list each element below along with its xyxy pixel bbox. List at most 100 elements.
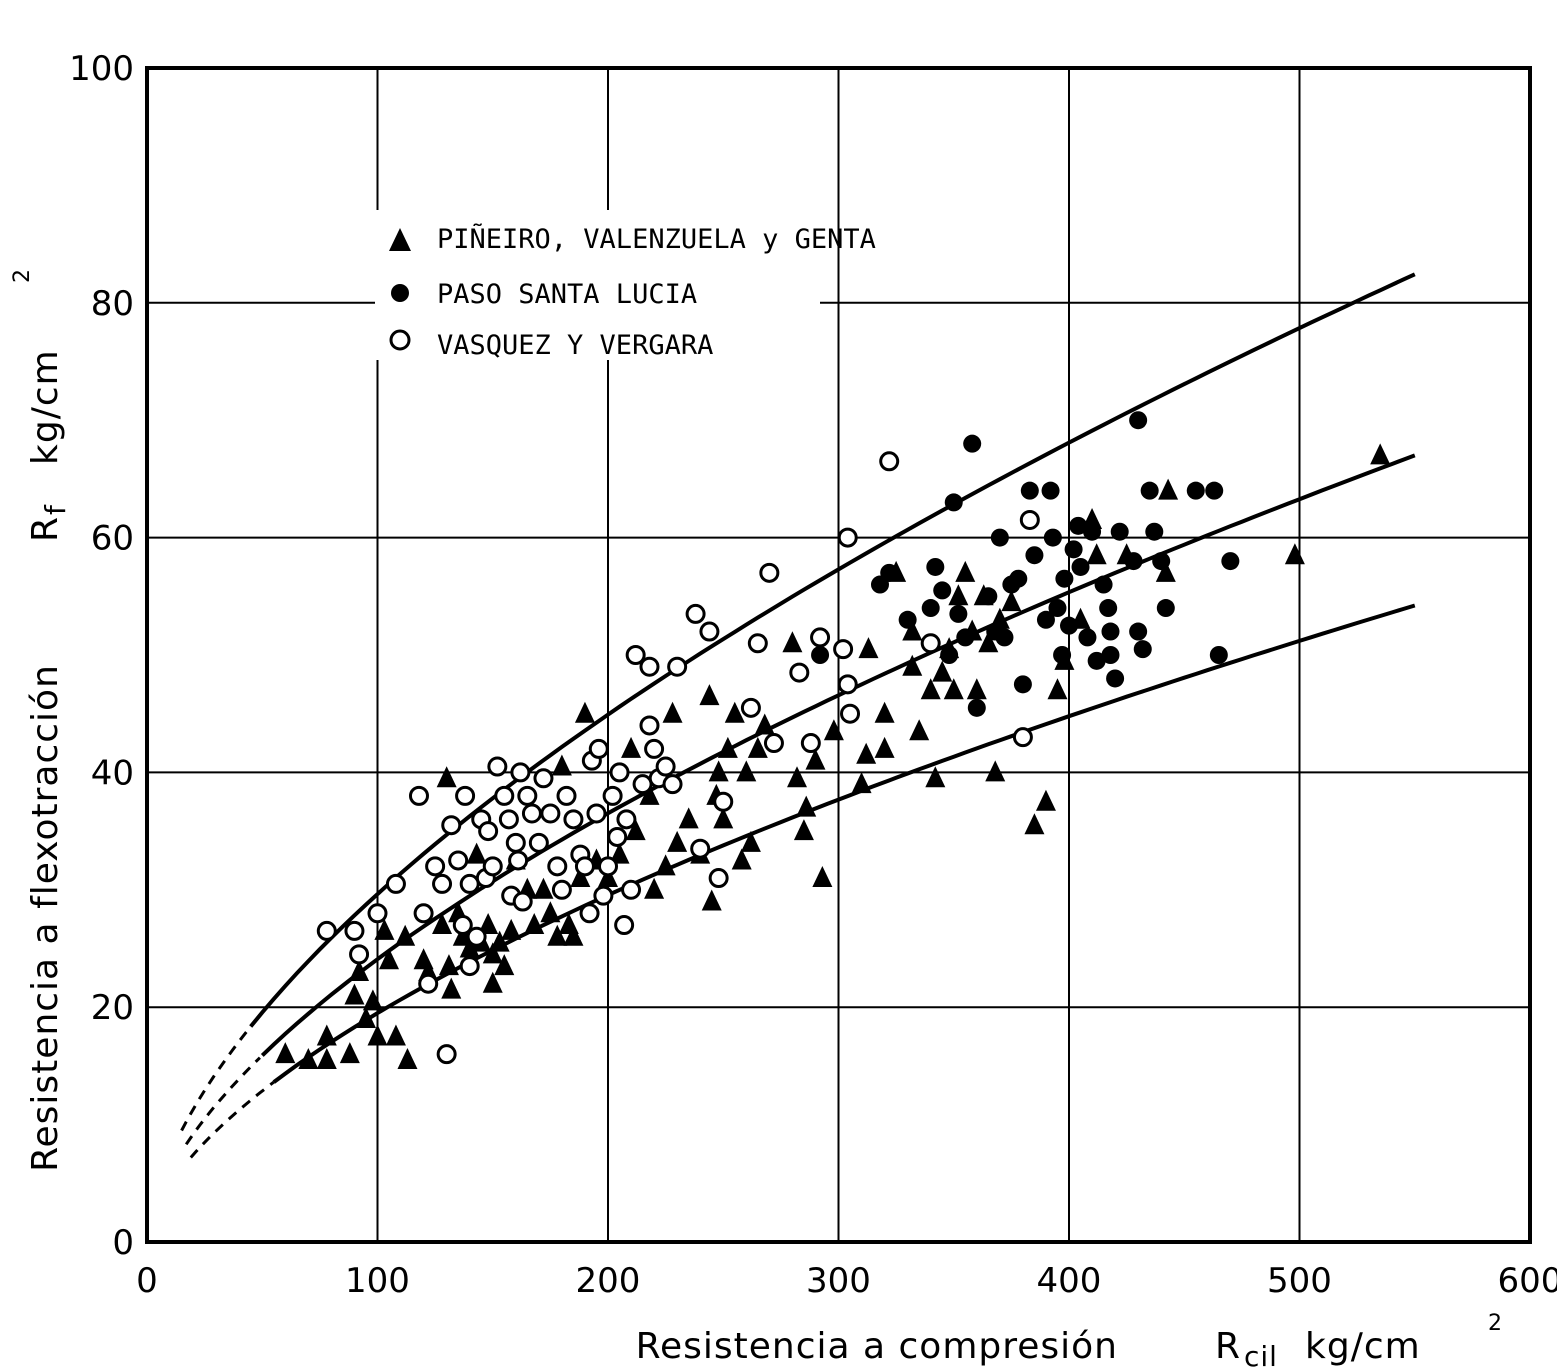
data-point-open-circle xyxy=(708,868,729,889)
data-point-open-circle xyxy=(621,879,642,900)
data-point-triangle xyxy=(812,866,833,888)
data-point-open-circle xyxy=(840,703,861,724)
x-tick-label: 100 xyxy=(345,1261,410,1301)
data-point-triangle xyxy=(339,1042,360,1064)
data-point-triangle xyxy=(547,924,568,946)
data-point-open-circle xyxy=(385,873,406,894)
data-point-triangle xyxy=(678,807,699,829)
x-axis-symbol-subscript: cil xyxy=(1244,1340,1278,1370)
data-point-filled-circle xyxy=(1069,516,1088,535)
data-point-triangle xyxy=(298,1048,319,1070)
data-point-open-circle xyxy=(556,785,577,806)
data-point-open-circle xyxy=(644,738,665,759)
data-point-triangle xyxy=(662,701,683,723)
data-point-triangle xyxy=(621,736,642,758)
legend: PIÑEIRO, VALENZUELA y GENTA PASO SANTA L… xyxy=(375,210,876,361)
data-point-triangle xyxy=(598,866,618,888)
fit-curve-middle-extrapolation xyxy=(184,1056,261,1146)
data-point-open-circle xyxy=(598,856,618,877)
y-axis-symbol: R xyxy=(25,516,66,542)
y-tick-label: 20 xyxy=(91,988,134,1028)
data-point-open-circle xyxy=(459,956,480,977)
data-point-filled-circle xyxy=(811,646,830,664)
data-point-open-circle xyxy=(432,873,453,894)
x-tick-label: 0 xyxy=(136,1261,158,1301)
data-point-triangle xyxy=(796,795,817,817)
data-point-triangle xyxy=(747,736,768,758)
data-point-open-circle xyxy=(425,856,446,877)
data-point-filled-circle xyxy=(1020,481,1039,500)
data-point-triangle xyxy=(540,901,561,923)
data-point-triangle xyxy=(489,930,510,952)
data-point-filled-circle xyxy=(990,528,1009,547)
data-point-open-circle xyxy=(639,715,660,736)
data-point-open-circle xyxy=(690,838,711,859)
plot-frame xyxy=(145,66,1532,1244)
x-axis-title: Resistencia a compresión xyxy=(636,1326,1118,1367)
data-point-filled-circle xyxy=(967,698,986,717)
legend-label-series-3: VASQUEZ Y VERGARA xyxy=(437,330,713,361)
data-point-open-circle xyxy=(713,791,734,812)
data-point-filled-circle xyxy=(956,628,975,647)
data-point-triangle xyxy=(874,701,895,723)
data-point-open-circle xyxy=(517,785,538,806)
data-point-open-circle xyxy=(563,809,584,830)
data-point-filled-circle xyxy=(1101,646,1120,664)
data-point-filled-circle xyxy=(1055,569,1074,588)
data-point-open-circle xyxy=(833,639,854,660)
data-point-filled-circle xyxy=(1060,616,1078,635)
data-point-triangle xyxy=(1370,443,1391,465)
data-point-open-circle xyxy=(540,803,561,824)
data-point-triangle xyxy=(978,631,999,653)
data-point-open-circle xyxy=(367,903,388,924)
data-point-open-circle xyxy=(579,903,600,924)
data-point-open-circle xyxy=(441,815,462,836)
data-point-open-circle xyxy=(487,756,508,777)
y-axis-unit: kg/cm xyxy=(25,349,66,465)
data-point-triangle xyxy=(367,1024,388,1046)
data-point-open-circle xyxy=(413,903,434,924)
data-point-triangle xyxy=(736,760,757,782)
data-point-open-circle xyxy=(344,920,365,941)
y-tick-label: 60 xyxy=(91,519,134,559)
y-tick-label: 80 xyxy=(91,284,134,324)
data-point-filled-circle xyxy=(926,557,945,576)
data-point-triangle xyxy=(1024,813,1045,835)
data-point-open-circle xyxy=(879,451,900,472)
y-axis-title: Resistencia a flexotracción xyxy=(25,664,66,1172)
data-point-open-circle xyxy=(593,885,614,906)
data-point-triangle xyxy=(524,913,545,935)
data-point-open-circle xyxy=(349,944,370,965)
series-1-points xyxy=(275,443,1391,1070)
data-point-open-circle xyxy=(1012,727,1033,748)
data-point-open-circle xyxy=(512,891,533,912)
data-point-filled-circle xyxy=(1129,411,1148,430)
data-point-open-circle xyxy=(551,879,572,900)
data-point-triangle xyxy=(754,713,775,735)
y-tick-label: 0 xyxy=(112,1223,134,1263)
data-point-triangle xyxy=(966,678,987,700)
x-tick-label: 600 xyxy=(1498,1261,1557,1301)
data-point-filled-circle xyxy=(1156,599,1175,618)
data-point-triangle xyxy=(655,854,676,876)
data-point-open-circle xyxy=(448,850,469,871)
legend-marker-open-circle xyxy=(389,329,411,351)
data-point-triangle xyxy=(902,619,923,641)
data-point-filled-circle xyxy=(1209,646,1228,664)
data-point-open-circle xyxy=(574,856,595,877)
data-point-filled-circle xyxy=(880,563,899,582)
data-point-open-circle xyxy=(837,527,858,548)
data-point-triangle xyxy=(909,719,930,741)
x-axis-unit-superscript: 2 xyxy=(1488,1311,1503,1336)
data-point-triangle xyxy=(482,942,503,964)
data-point-triangle xyxy=(316,1024,337,1046)
data-point-triangle xyxy=(856,742,877,764)
data-point-triangle xyxy=(501,918,522,940)
data-point-triangle xyxy=(1082,507,1103,529)
data-point-filled-circle xyxy=(1013,675,1032,694)
data-point-triangle xyxy=(667,830,688,852)
data-point-filled-circle xyxy=(979,587,998,606)
data-point-triangle xyxy=(482,971,503,993)
data-point-filled-circle xyxy=(1099,599,1118,618)
legend-label-series-2: PASO SANTA LUCIA xyxy=(437,279,697,310)
